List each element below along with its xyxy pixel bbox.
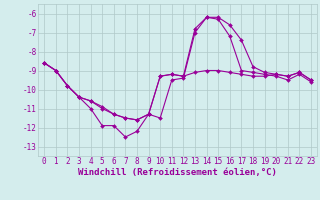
X-axis label: Windchill (Refroidissement éolien,°C): Windchill (Refroidissement éolien,°C): [78, 168, 277, 177]
